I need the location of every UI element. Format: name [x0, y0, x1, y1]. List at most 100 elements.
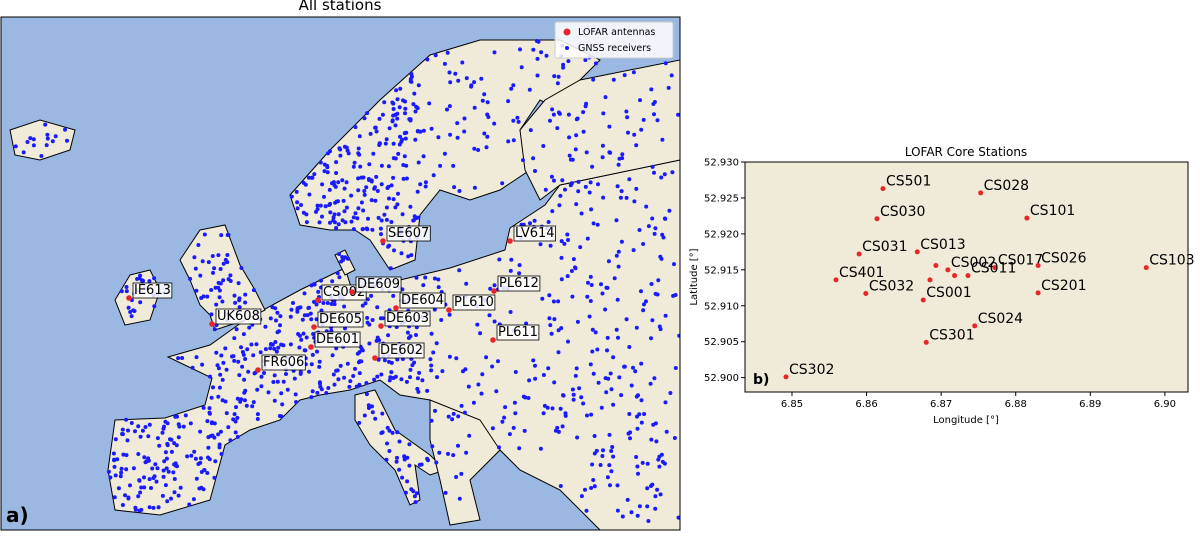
gnss-receiver: [544, 53, 549, 58]
point-label: CS001: [926, 285, 971, 301]
y-axis-label: Latitude [°]: [689, 248, 700, 305]
gnss-receiver: [169, 496, 173, 501]
gnss-receiver: [511, 83, 516, 88]
gnss-receiver: [448, 132, 453, 137]
gnss-receiver: [330, 181, 334, 186]
gnss-receiver: [237, 373, 242, 378]
gnss-receiver: [319, 308, 324, 313]
gnss-receiver: [585, 413, 589, 418]
gnss-receiver: [375, 305, 380, 310]
gnss-receiver: [447, 70, 452, 75]
gnss-receiver: [391, 156, 396, 161]
gnss-receiver: [112, 495, 117, 500]
gnss-receiver: [223, 346, 228, 351]
gnss-receiver: [417, 462, 422, 467]
gnss-receiver: [164, 456, 169, 461]
gnss-receiver: [197, 486, 202, 491]
station-point: [856, 251, 862, 257]
gnss-receiver: [168, 437, 172, 442]
gnss-receiver: [408, 375, 412, 380]
gnss-receiver: [343, 220, 348, 225]
station-label: CS002: [323, 285, 365, 300]
gnss-receiver: [673, 366, 678, 370]
gnss-receiver: [211, 270, 215, 275]
station-point: [933, 263, 939, 268]
gnss-receiver: [332, 382, 337, 387]
gnss-receiver: [142, 455, 147, 460]
gnss-receiver: [547, 293, 552, 298]
gnss-receiver: [362, 116, 367, 121]
gnss-receiver: [362, 413, 367, 418]
gnss-receiver: [523, 395, 528, 400]
gnss-receiver: [632, 132, 637, 137]
gnss-receiver: [658, 254, 663, 259]
gnss-receiver: [614, 253, 619, 258]
gnss-receiver: [251, 288, 256, 293]
gnss-receiver: [188, 421, 193, 426]
gnss-receiver: [634, 143, 639, 148]
gnss-receiver: [462, 116, 467, 121]
point-label: CS011: [971, 261, 1016, 277]
gnss-receiver: [591, 77, 596, 82]
gnss-receiver: [278, 323, 282, 328]
gnss-receiver: [310, 175, 315, 180]
gnss-receiver: [221, 278, 226, 283]
gnss-receiver: [357, 152, 362, 157]
gnss-receiver: [543, 187, 548, 192]
gnss-receiver: [492, 319, 497, 324]
gnss-receiver: [459, 471, 464, 476]
gnss-receiver: [357, 359, 362, 364]
gnss-receiver: [239, 397, 244, 402]
gnss-receiver: [272, 346, 277, 351]
gnss-receiver: [548, 243, 553, 248]
gnss-receiver: [487, 313, 492, 318]
gnss-receiver: [386, 164, 391, 169]
gnss-receiver: [119, 289, 124, 294]
gnss-receiver: [466, 384, 471, 389]
gnss-receiver: [581, 129, 586, 134]
gnss-receiver: [469, 83, 474, 88]
gnss-receiver: [435, 375, 439, 380]
gnss-receiver: [541, 144, 546, 148]
gnss-receiver: [612, 276, 617, 281]
gnss-receiver: [616, 335, 620, 340]
gnss-receiver: [590, 327, 595, 332]
gnss-receiver: [375, 189, 380, 193]
lofar-station: [311, 324, 317, 330]
gnss-receiver: [369, 179, 374, 184]
gnss-receiver: [115, 457, 120, 462]
gnss-receiver: [124, 285, 129, 289]
gnss-receiver: [372, 377, 377, 382]
gnss-receiver: [475, 322, 480, 327]
gnss-receiver: [533, 376, 538, 381]
gnss-receiver: [624, 317, 629, 322]
gnss-receiver: [561, 393, 565, 398]
gnss-receiver: [226, 425, 231, 430]
gnss-receiver: [565, 232, 570, 237]
gnss-receiver: [535, 73, 540, 78]
gnss-receiver: [198, 460, 203, 465]
gnss-receiver: [317, 364, 322, 369]
gnss-receiver: [476, 382, 481, 387]
gnss-receiver: [270, 305, 275, 310]
gnss-receiver: [389, 183, 394, 188]
station-label: SE607: [388, 226, 429, 241]
gnss-receiver: [423, 275, 428, 280]
gnss-receiver: [364, 381, 369, 385]
gnss-receiver: [562, 241, 567, 246]
gnss-receiver: [601, 111, 606, 116]
gnss-receiver: [295, 206, 300, 211]
gnss-receiver: [581, 401, 586, 406]
gnss-receiver: [154, 479, 159, 484]
point-label: CS401: [839, 265, 884, 281]
gnss-receiver: [220, 377, 225, 382]
y-tick-label: 52.920: [704, 229, 739, 240]
gnss-receiver: [284, 372, 288, 376]
gnss-receiver: [439, 318, 444, 322]
gnss-receiver: [266, 390, 271, 395]
gnss-receiver: [583, 58, 588, 62]
gnss-receiver: [175, 464, 179, 469]
gnss-receiver: [636, 471, 640, 476]
gnss-receiver: [492, 283, 497, 288]
gnss-receiver: [353, 211, 358, 216]
